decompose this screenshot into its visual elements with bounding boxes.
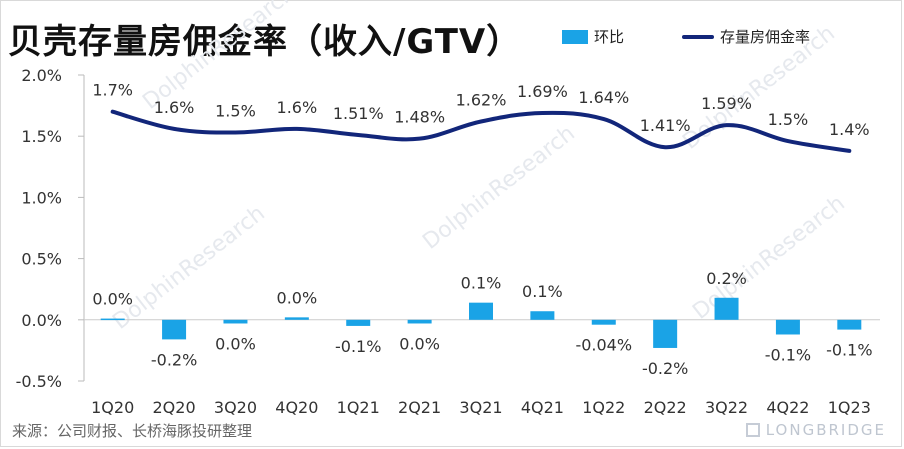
legend-item-bar: 环比: [562, 26, 624, 47]
chart-title: 贝壳存量房佣金率（收入/GTV）: [8, 22, 522, 62]
x-tick-label: 1Q21: [337, 398, 380, 417]
bar-label-1Q20: 0.0%: [92, 290, 133, 309]
bar-label-2Q21: 0.0%: [399, 334, 440, 353]
legend: 环比 存量房佣金率: [562, 26, 810, 47]
x-tick-label: 4Q20: [275, 398, 318, 417]
x-tick-label: 3Q20: [214, 398, 257, 417]
x-tick-label: 1Q23: [828, 398, 871, 417]
legend-item-line: 存量房佣金率: [682, 26, 810, 47]
source-note: 来源：公司财报、长桥海豚投研整理: [12, 422, 253, 440]
brand-logo-icon: [745, 423, 760, 437]
bar-label-3Q20: 0.0%: [215, 334, 256, 353]
y-axis: 2.0% 1.5% 1.0% 0.5% 0.0% -0.5%: [16, 66, 85, 391]
x-tick-label: 2Q20: [153, 398, 196, 417]
line-label-2Q20: 1.6%: [154, 98, 195, 117]
y-tick-label: 0.0%: [21, 311, 62, 330]
legend-line-label: 存量房佣金率: [720, 28, 811, 46]
bar-3Q21: [469, 302, 493, 320]
line-label-4Q21: 1.69%: [517, 82, 568, 101]
line-label-1Q22: 1.64%: [578, 88, 629, 107]
y-tick-label: 1.5%: [21, 127, 62, 146]
bar-label-4Q21: 0.1%: [522, 282, 563, 301]
bar-label-4Q22: -0.1%: [765, 345, 811, 364]
legend-bar-label: 环比: [594, 28, 625, 46]
x-tick-label: 1Q22: [582, 398, 625, 417]
line-label-1Q20: 1.7%: [92, 81, 133, 100]
bar-1Q23: [837, 319, 862, 330]
bar-4Q22: [775, 319, 800, 335]
bar-1Q20: [100, 318, 125, 321]
data-labels: 1.7% 1.6% 1.5% 1.6% 1.51% 1.48% 1.62% 1.69% 1.64…: [92, 81, 872, 378]
line-label-2Q22: 1.41%: [640, 116, 691, 135]
bar-label-3Q21: 0.1%: [461, 274, 502, 293]
x-tick-label: 1Q20: [91, 398, 134, 417]
bar-4Q20: [284, 317, 309, 320]
watermark-text: DolphinResearch: [418, 121, 579, 255]
line-label-1Q23: 1.4%: [829, 120, 870, 139]
line-swatch-icon: [682, 34, 715, 39]
watermark-text: DolphinResearch: [108, 201, 269, 335]
bar-label-2Q20: -0.2%: [151, 350, 197, 369]
x-tick-label: 4Q21: [521, 398, 564, 417]
bar-3Q22: [714, 297, 739, 320]
line-label-3Q22: 1.59%: [701, 94, 752, 113]
bar-series: [100, 297, 862, 348]
y-tick-label: 1.0%: [21, 188, 62, 207]
x-tick-label: 3Q22: [705, 398, 748, 417]
bar-2Q22: [653, 319, 678, 348]
bar-label-3Q22: 0.2%: [706, 269, 747, 288]
commission-rate-line: [110, 109, 852, 153]
brand-text: LONGBRIDGE: [765, 421, 886, 439]
line-label-3Q21: 1.62%: [456, 91, 507, 110]
bar-1Q22: [591, 319, 616, 325]
bar-3Q20: [223, 319, 248, 324]
y-tick-label: 0.5%: [21, 250, 62, 269]
brand-watermark: LONGBRIDGE: [745, 421, 886, 439]
line-series: [110, 109, 852, 153]
x-tick-label: 4Q22: [766, 398, 809, 417]
x-tick-label: 2Q22: [644, 398, 687, 417]
line-label-1Q21: 1.51%: [333, 104, 384, 123]
bar-label-1Q21: -0.1%: [335, 337, 381, 356]
bar-swatch-icon: [562, 29, 588, 44]
bar-2Q21: [407, 319, 432, 324]
watermark-text: DolphinResearch: [688, 191, 849, 325]
y-tick-label: 2.0%: [21, 66, 62, 85]
x-axis: 1Q20 2Q20 3Q20 4Q20 1Q21 2Q21 3Q21 4Q21 1Q22 2Q22…: [84, 319, 880, 417]
bar-label-1Q22: -0.04%: [575, 336, 632, 355]
bar-label-1Q23: -0.1%: [826, 341, 872, 360]
x-tick-label: 3Q21: [459, 398, 502, 417]
line-label-3Q20: 1.5%: [215, 102, 256, 121]
bar-2Q20: [162, 319, 187, 340]
line-label-4Q22: 1.5%: [768, 110, 809, 129]
line-label-4Q20: 1.6%: [277, 98, 318, 117]
line-label-2Q21: 1.48%: [394, 108, 445, 127]
bar-4Q21: [530, 311, 555, 320]
bar-label-2Q22: -0.2%: [642, 359, 688, 378]
y-tick-label: -0.5%: [16, 372, 62, 391]
x-tick-label: 2Q21: [398, 398, 441, 417]
bar-1Q21: [346, 319, 371, 326]
bar-label-4Q20: 0.0%: [277, 288, 318, 307]
